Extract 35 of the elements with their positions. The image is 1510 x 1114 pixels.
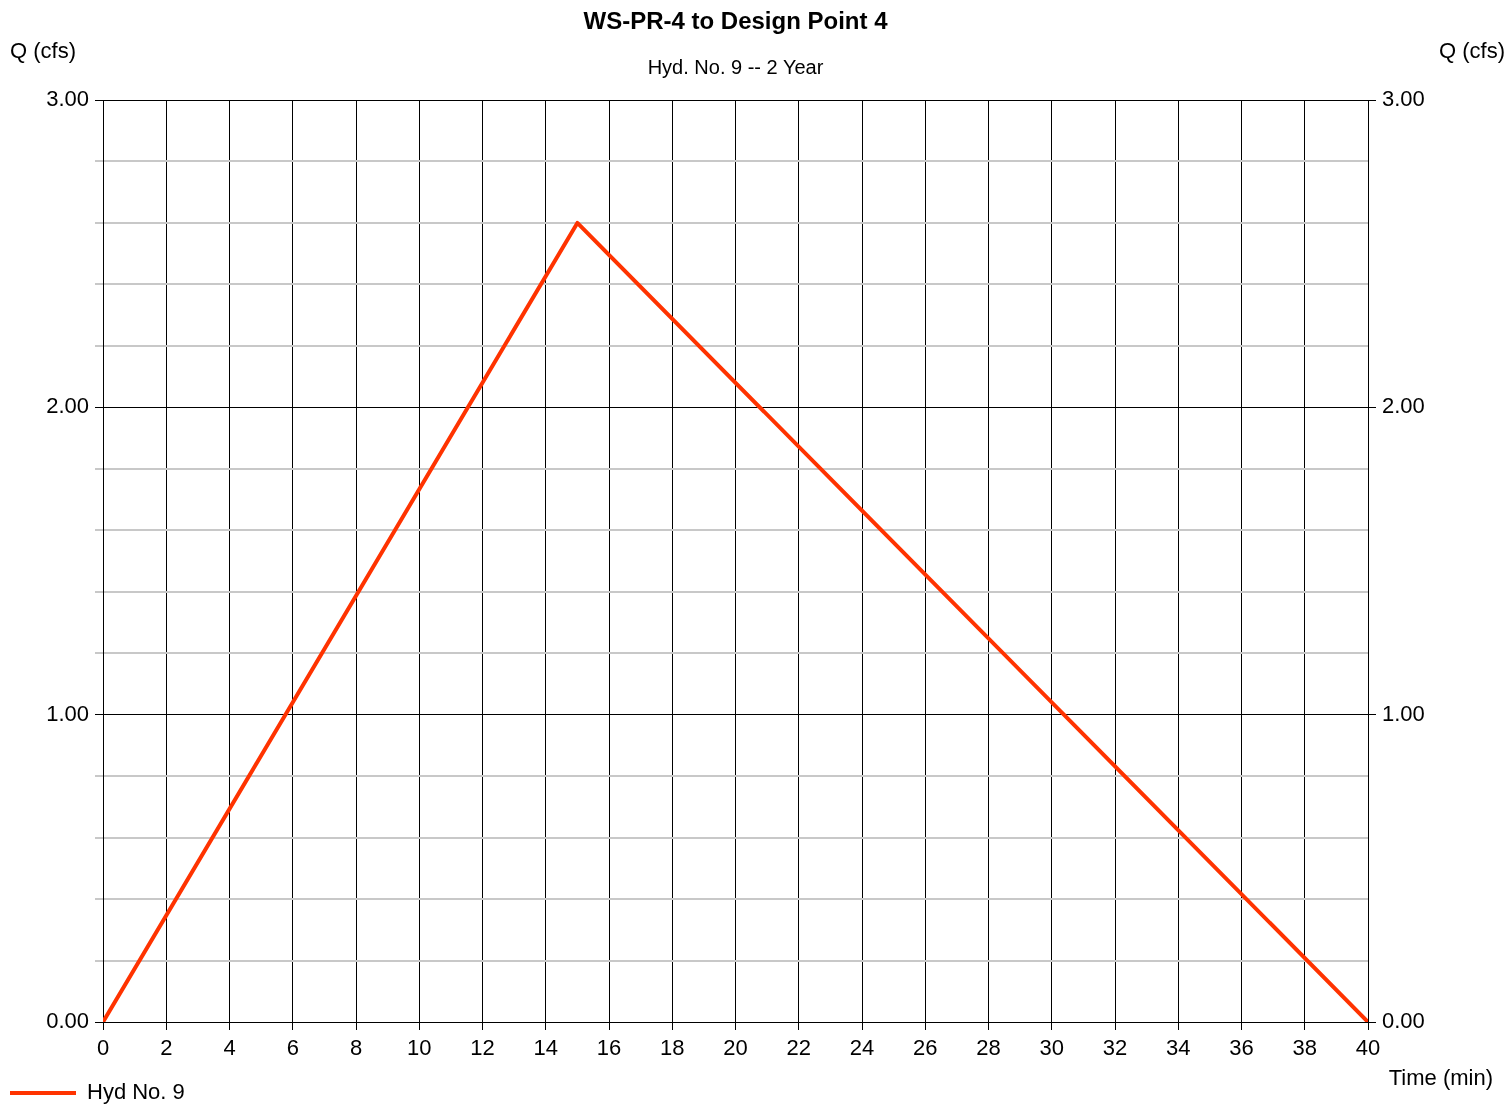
x-tick-label: 10 [407, 1035, 432, 1061]
y-tick-label: 3.00 [46, 86, 89, 112]
x-tick-label: 6 [286, 1035, 299, 1061]
x-tick-label: 18 [660, 1035, 685, 1061]
x-tick-label: 30 [1039, 1035, 1064, 1061]
x-tick-label: 28 [976, 1035, 1001, 1061]
y2-tick-label: 3.00 [1382, 86, 1425, 112]
x-tick-label: 8 [349, 1035, 363, 1061]
y2-axis-title: Q (cfs) [1439, 38, 1505, 64]
x-tick-label: 26 [913, 1035, 938, 1061]
y2-tick-label: 2.00 [1382, 393, 1425, 419]
x-tick-label: 2 [160, 1035, 173, 1061]
x-tick-label: 0 [96, 1035, 110, 1061]
x-tick-label: 4 [223, 1035, 236, 1061]
x-tick-label: 12 [470, 1035, 495, 1061]
y-tick-label: 2.00 [46, 393, 89, 419]
x-tick-label: 22 [786, 1035, 811, 1061]
y2-tick-label: 0.00 [1382, 1008, 1425, 1034]
x-tick-label: 24 [849, 1035, 875, 1061]
x-tick-label: 16 [596, 1035, 622, 1061]
chart-title: WS-PR-4 to Design Point 4 [583, 6, 889, 34]
x-tick-label: 20 [723, 1035, 748, 1061]
y-tick-label: 0.00 [46, 1008, 89, 1034]
y-tick-label: 1.00 [46, 700, 89, 726]
x-tick-label: 32 [1102, 1035, 1128, 1061]
x-axis-title: Time (min) [1388, 1065, 1493, 1091]
y-axis-title: Q (cfs) [10, 38, 76, 64]
x-tick-label: 36 [1229, 1035, 1254, 1061]
x-tick-label: 38 [1292, 1035, 1317, 1061]
x-tick-label: 40 [1355, 1035, 1381, 1061]
x-tick-label: 14 [533, 1035, 558, 1061]
y2-tick-label: 1.00 [1382, 700, 1425, 726]
x-tick-label: 34 [1166, 1035, 1191, 1061]
legend-label: Hyd No. 9 [87, 1079, 185, 1105]
chart-subtitle: Hyd. No. 9 -- 2 Year [647, 55, 824, 78]
